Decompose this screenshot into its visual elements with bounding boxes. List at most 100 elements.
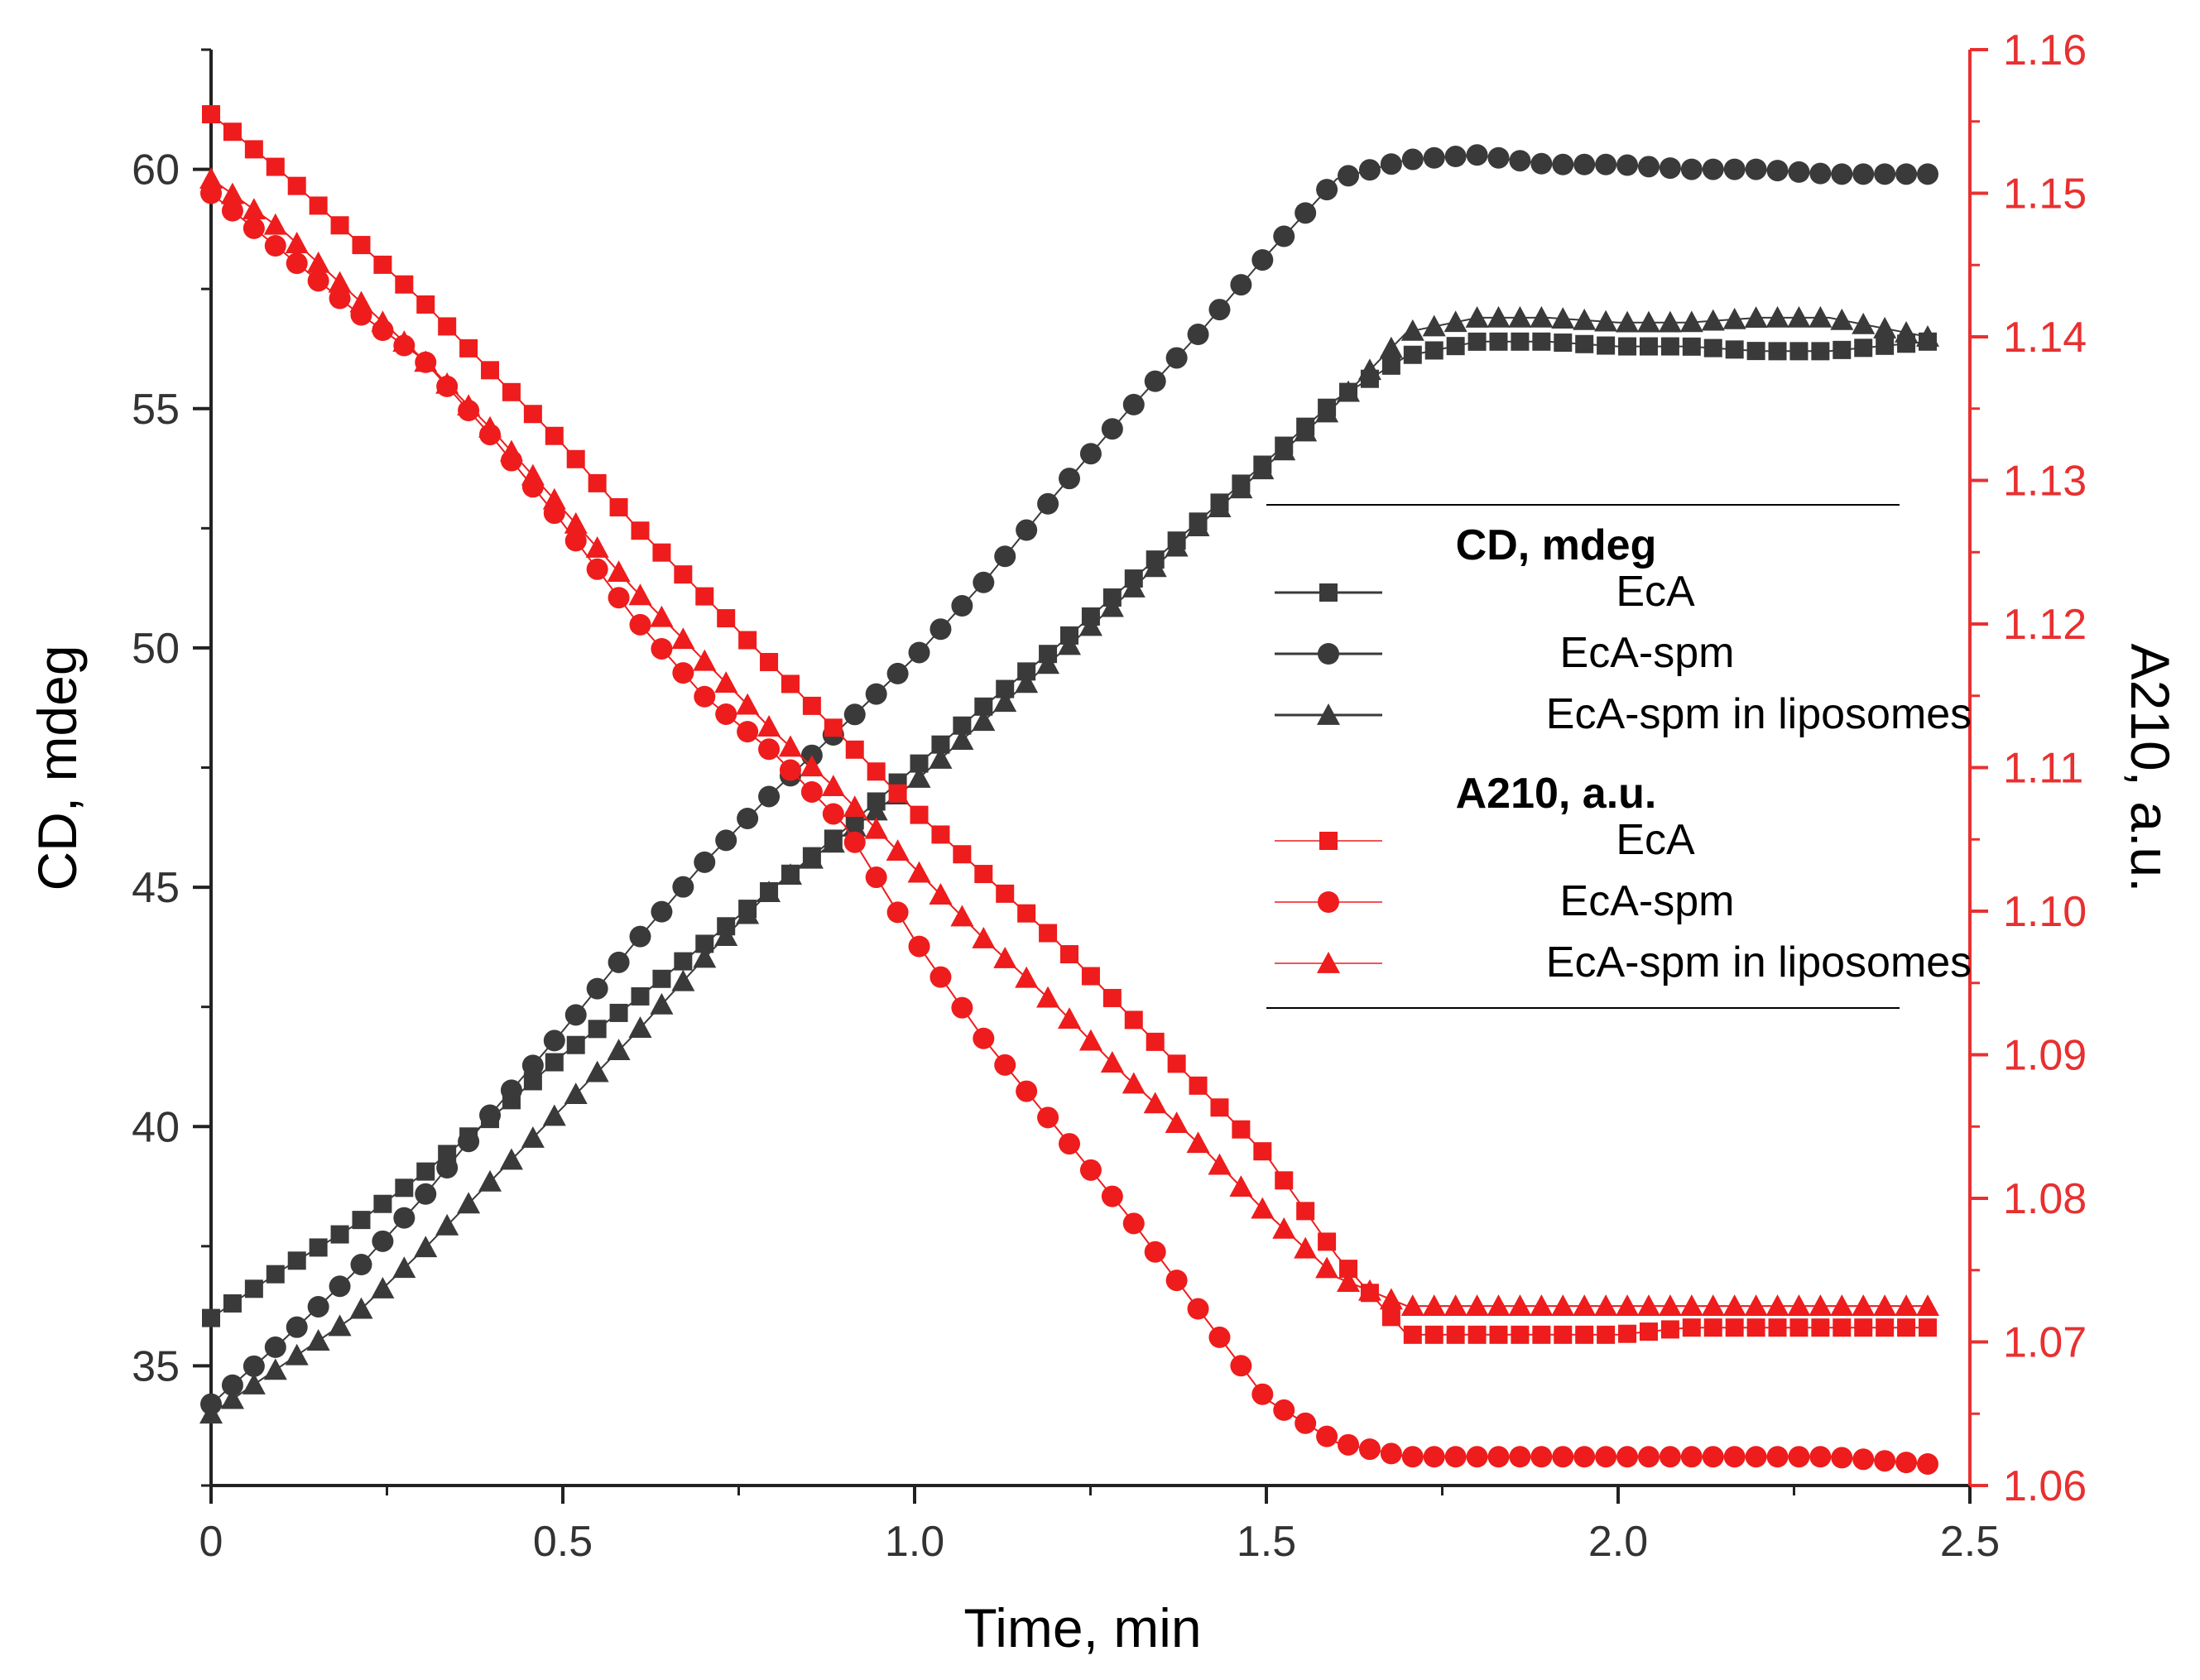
- data-point: [414, 350, 438, 372]
- data-point: [1659, 1446, 1681, 1468]
- data-point: [436, 1157, 459, 1179]
- data-point: [1079, 443, 1102, 465]
- data-point: [864, 817, 888, 839]
- data-point: [886, 901, 909, 924]
- data-point: [631, 986, 650, 1006]
- y-right-tick-label: 1.12: [2003, 601, 2087, 649]
- data-point: [1381, 356, 1400, 375]
- data-point: [758, 785, 781, 808]
- data-point: [373, 1194, 392, 1213]
- data-point: [1165, 1111, 1189, 1134]
- y-left-tick-label: 55: [132, 386, 180, 434]
- data-point: [1339, 1260, 1358, 1279]
- legend-group-a210: A210, a.u.: [1456, 770, 1657, 818]
- data-point: [223, 1294, 242, 1313]
- legend-group-cd: CD, mdeg: [1456, 521, 1657, 569]
- data-point: [1122, 575, 1146, 598]
- y-right-tick-label: 1.14: [2003, 314, 2087, 362]
- data-point: [1746, 342, 1765, 361]
- y-axis-right-title: A210, a.u.: [2120, 644, 2181, 893]
- data-point: [996, 884, 1015, 903]
- data-point: [1316, 1425, 1338, 1447]
- data-point: [1833, 340, 1852, 359]
- data-point: [1078, 1029, 1102, 1051]
- data-point: [1895, 320, 1919, 343]
- data-point: [264, 235, 286, 257]
- data-point: [523, 1072, 542, 1091]
- data-point: [1508, 1294, 1532, 1317]
- data-point: [1272, 1217, 1296, 1239]
- data-point: [1467, 332, 1487, 351]
- data-point: [1295, 1412, 1317, 1434]
- data-point: [1230, 274, 1252, 296]
- data-point: [1509, 150, 1531, 172]
- data-point: [1272, 439, 1296, 461]
- data-point: [1210, 1098, 1229, 1117]
- data-point: [629, 925, 651, 948]
- data-point: [1682, 337, 1701, 356]
- x-tick-label: 0: [199, 1518, 223, 1566]
- data-point: [1595, 1446, 1617, 1468]
- data-point: [993, 690, 1017, 713]
- data-point: [1122, 1212, 1145, 1235]
- data-point: [1701, 1294, 1725, 1317]
- series-cd-eca-spm: [200, 144, 1938, 1415]
- data-point: [1658, 310, 1682, 333]
- data-point: [1381, 1308, 1400, 1327]
- data-point: [223, 122, 242, 142]
- data-point: [1487, 1446, 1510, 1468]
- data-point: [694, 685, 716, 708]
- data-point: [974, 697, 993, 716]
- y-left-tick-label: 60: [132, 146, 180, 194]
- data-point: [609, 497, 628, 516]
- data-point: [220, 1387, 244, 1409]
- data-point: [715, 703, 737, 725]
- data-point: [1380, 153, 1402, 175]
- data-point: [202, 105, 220, 124]
- data-point: [435, 372, 459, 394]
- data-point: [631, 521, 650, 540]
- data-point: [414, 1236, 438, 1258]
- data-point: [309, 196, 328, 215]
- data-point: [416, 295, 435, 314]
- data-point: [1765, 1294, 1789, 1317]
- data-point: [263, 1358, 287, 1380]
- data-point: [1229, 1175, 1253, 1198]
- data-point: [478, 1169, 502, 1192]
- data-point: [521, 463, 545, 486]
- data-point: [1036, 986, 1060, 1008]
- data-point: [996, 679, 1015, 698]
- data-point: [674, 952, 693, 971]
- data-point: [1208, 1153, 1232, 1175]
- data-point: [671, 969, 695, 991]
- data-point: [993, 946, 1017, 968]
- x-axis-title: Time, min: [963, 1597, 1201, 1658]
- y-left-tick-label: 35: [132, 1342, 180, 1390]
- data-point: [757, 881, 781, 903]
- data-point: [1422, 314, 1446, 337]
- data-point: [886, 662, 909, 684]
- data-point: [545, 426, 564, 445]
- data-point: [1701, 309, 1725, 331]
- data-point: [1058, 633, 1081, 655]
- data-point: [1400, 319, 1424, 341]
- data-point: [1273, 1399, 1295, 1421]
- data-point: [1338, 1433, 1360, 1456]
- data-point: [1423, 1446, 1445, 1468]
- data-point: [1059, 468, 1080, 490]
- data-point: [1208, 299, 1231, 321]
- legend-entry-label: EcA-spm: [1560, 629, 1735, 677]
- data-point: [1079, 1159, 1102, 1181]
- data-point: [1532, 332, 1551, 351]
- data-point: [607, 560, 631, 582]
- legend-swatch-marker: [1317, 952, 1340, 973]
- data-point: [694, 851, 716, 873]
- data-point: [1015, 671, 1039, 694]
- legend-entry-label: EcA-spm: [1560, 877, 1735, 925]
- data-point: [586, 558, 608, 580]
- y-right-tick-label: 1.06: [2003, 1462, 2087, 1510]
- series-cd-eca-spm-in-liposomes: [199, 305, 1939, 1424]
- data-point: [502, 382, 521, 401]
- data-point: [542, 1104, 566, 1126]
